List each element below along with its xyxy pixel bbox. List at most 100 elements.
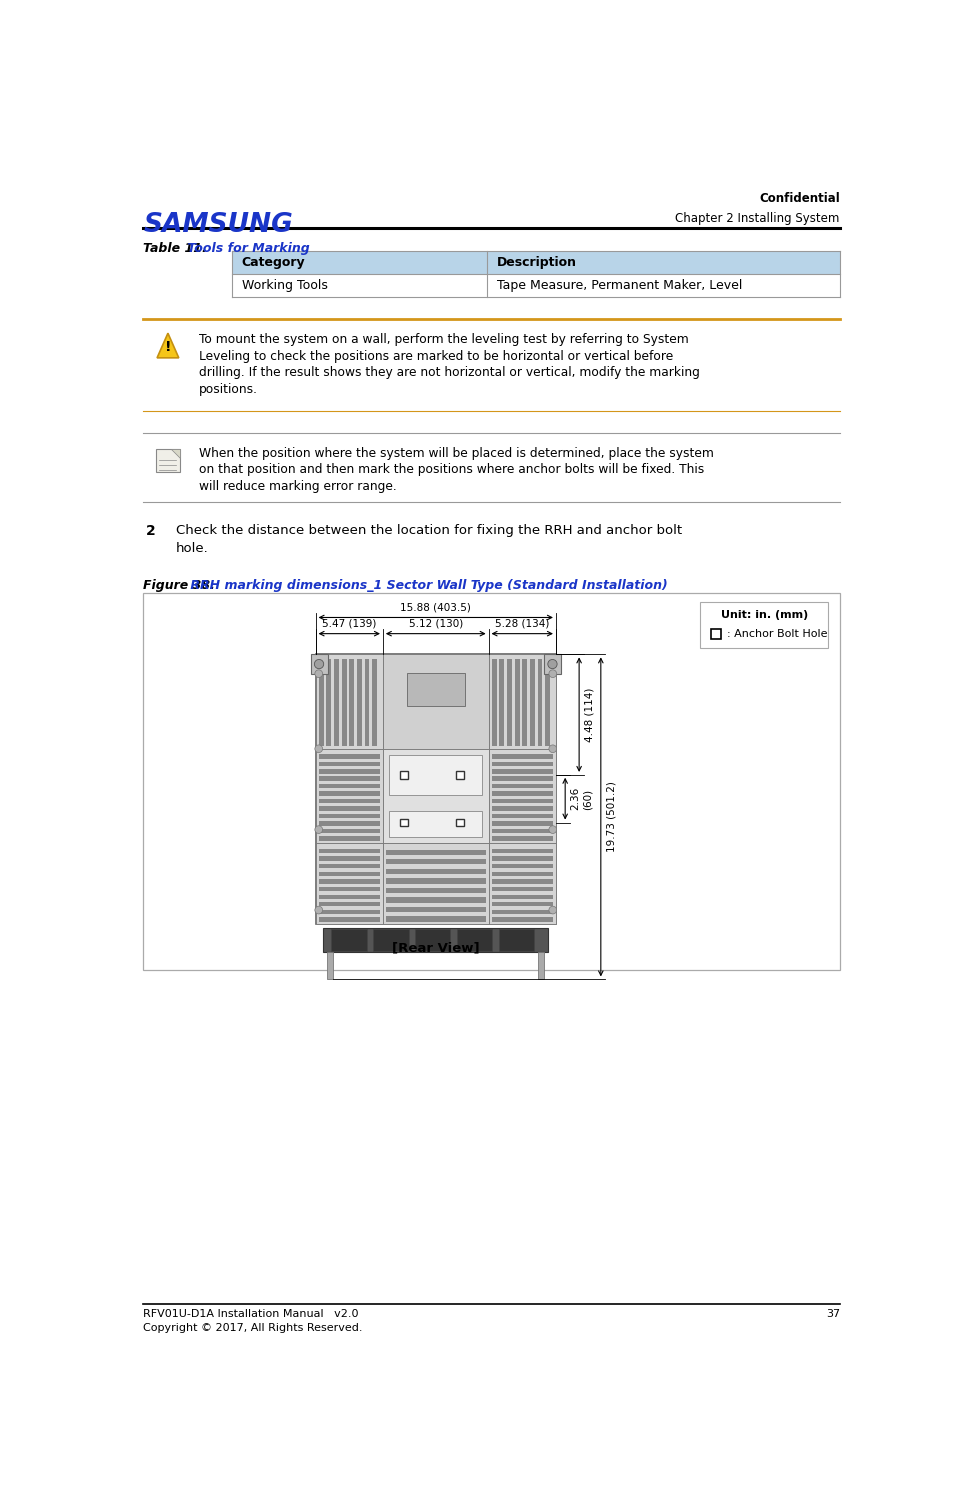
Bar [323, 928, 549, 953]
Bar [492, 865, 552, 868]
Circle shape [549, 744, 556, 752]
Bar [400, 772, 408, 779]
Text: Tape Measure, Permanent Maker, Level: Tape Measure, Permanent Maker, Level [497, 279, 742, 293]
Bar [492, 910, 552, 914]
Bar [492, 829, 552, 833]
Bar [383, 654, 488, 749]
Text: Unit: in. (mm): Unit: in. (mm) [720, 609, 807, 620]
Bar [318, 857, 380, 860]
Text: !: ! [165, 341, 171, 354]
Bar [318, 769, 380, 773]
Bar [318, 761, 380, 766]
Bar [232, 251, 840, 275]
Bar [492, 784, 552, 788]
Bar [373, 929, 409, 952]
Bar [492, 769, 552, 773]
Bar [386, 887, 485, 893]
Bar [318, 895, 380, 899]
Circle shape [315, 669, 322, 677]
Text: drilling. If the result shows they are not horizontal or vertical, modify the ma: drilling. If the result shows they are n… [199, 366, 700, 380]
Text: Table 11.: Table 11. [143, 242, 207, 255]
Bar [318, 814, 380, 818]
Text: 15.88 (403.5): 15.88 (403.5) [400, 602, 471, 612]
Text: RRH marking dimensions_1 Sector Wall Type (Standard Installation): RRH marking dimensions_1 Sector Wall Typ… [186, 579, 667, 591]
Text: Description: Description [497, 257, 576, 269]
Bar [492, 814, 552, 818]
Text: positions.: positions. [199, 383, 258, 396]
Circle shape [315, 744, 322, 752]
Bar [316, 749, 383, 844]
Text: To mount the system on a wall, perform the leveling test by referring to System: To mount the system on a wall, perform t… [199, 333, 689, 345]
Bar [155, 449, 180, 471]
Bar [407, 674, 465, 707]
Text: 2.36
(60): 2.36 (60) [571, 787, 593, 811]
Bar [349, 659, 354, 746]
Text: Leveling to check the positions are marked to be horizontal or vertical before: Leveling to check the positions are mark… [199, 350, 673, 363]
Bar [318, 902, 380, 907]
Text: Category: Category [242, 257, 305, 269]
Bar [318, 865, 380, 868]
Bar [492, 761, 552, 766]
Bar [507, 659, 512, 746]
Text: [Rear View]: [Rear View] [392, 941, 480, 955]
Text: Chapter 2 Installing System: Chapter 2 Installing System [675, 213, 840, 225]
Bar [386, 850, 485, 856]
Bar [386, 898, 485, 902]
Circle shape [315, 907, 322, 914]
Bar [492, 895, 552, 899]
Text: 4.48 (114): 4.48 (114) [585, 687, 595, 741]
Polygon shape [157, 333, 178, 357]
Bar [326, 659, 331, 746]
Bar [318, 754, 380, 758]
Bar [492, 659, 497, 746]
Bar [492, 799, 552, 803]
Text: 5.28 (134): 5.28 (134) [495, 618, 550, 629]
Bar [327, 953, 334, 979]
Bar [389, 811, 482, 838]
Bar [500, 659, 504, 746]
Bar [544, 654, 561, 674]
Bar [386, 859, 485, 865]
Bar [341, 659, 346, 746]
Bar [372, 659, 377, 746]
Text: Copyright © 2017, All Rights Reserved.: Copyright © 2017, All Rights Reserved. [143, 1322, 363, 1333]
Bar [318, 799, 380, 803]
Bar [318, 880, 380, 884]
Bar [492, 872, 552, 877]
Bar [143, 593, 840, 970]
Bar [316, 844, 383, 925]
Bar [316, 654, 383, 749]
Bar [357, 659, 362, 746]
Bar [318, 910, 380, 914]
Bar [318, 659, 324, 746]
Bar [515, 659, 520, 746]
Circle shape [315, 826, 322, 833]
Bar [318, 791, 380, 796]
Bar [492, 836, 552, 841]
Bar [492, 857, 552, 860]
Bar [456, 929, 492, 952]
Bar [492, 821, 552, 826]
Bar [488, 749, 556, 844]
Bar [488, 844, 556, 925]
Bar [700, 602, 829, 648]
Text: RFV01U-D1A Installation Manual   v2.0: RFV01U-D1A Installation Manual v2.0 [143, 1309, 359, 1319]
Bar [492, 754, 552, 758]
Bar [316, 654, 556, 925]
Bar [386, 869, 485, 874]
Circle shape [549, 907, 556, 914]
Text: 19.73 (501.2): 19.73 (501.2) [606, 782, 617, 853]
Bar [318, 784, 380, 788]
Bar [488, 654, 556, 749]
Bar [456, 772, 464, 779]
Bar [545, 659, 550, 746]
Circle shape [549, 826, 556, 833]
Bar [386, 917, 485, 922]
Bar [386, 907, 485, 913]
Bar [318, 836, 380, 841]
Polygon shape [171, 449, 180, 458]
Bar [456, 818, 464, 827]
Text: 5.12 (130): 5.12 (130) [409, 618, 463, 629]
Bar [318, 821, 380, 826]
Bar [537, 659, 543, 746]
